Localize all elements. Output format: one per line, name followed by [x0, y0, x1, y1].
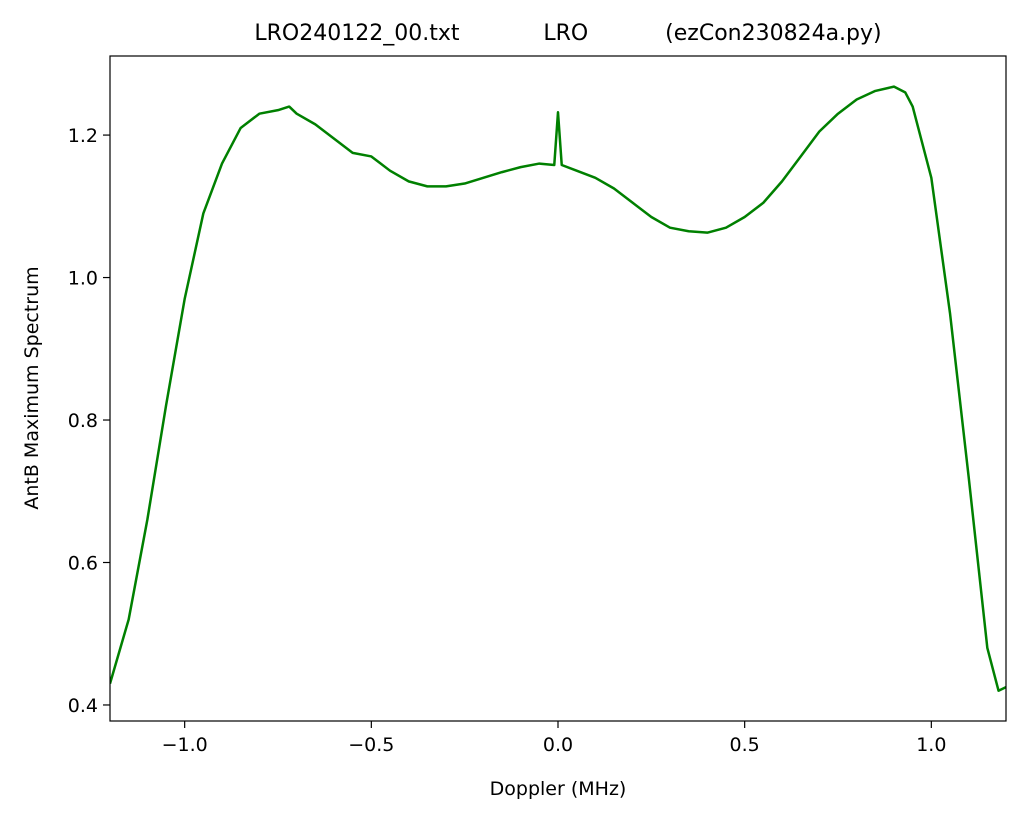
y-axis-label: AntB Maximum Spectrum — [21, 266, 43, 509]
y-tick-label: 0.8 — [68, 410, 98, 432]
x-tick-label: 1.0 — [916, 734, 946, 756]
chart-title: LRO240122_00.txt LRO (ezCon230824a.py) — [254, 21, 881, 46]
x-tick-label: −1.0 — [162, 734, 208, 756]
y-tick-label: 1.0 — [68, 268, 98, 290]
x-tick-label: 0.5 — [730, 734, 760, 756]
data-line — [110, 85, 1006, 692]
y-tick-label: 0.6 — [68, 552, 98, 574]
y-tick-label: 1.2 — [68, 125, 98, 147]
x-axis-label: Doppler (MHz) — [490, 778, 627, 800]
y-tick-label: 0.4 — [68, 695, 98, 717]
x-tick-label: −0.5 — [348, 734, 394, 756]
x-tick-label: 0.0 — [543, 734, 573, 756]
plot-frame — [109, 55, 1007, 722]
